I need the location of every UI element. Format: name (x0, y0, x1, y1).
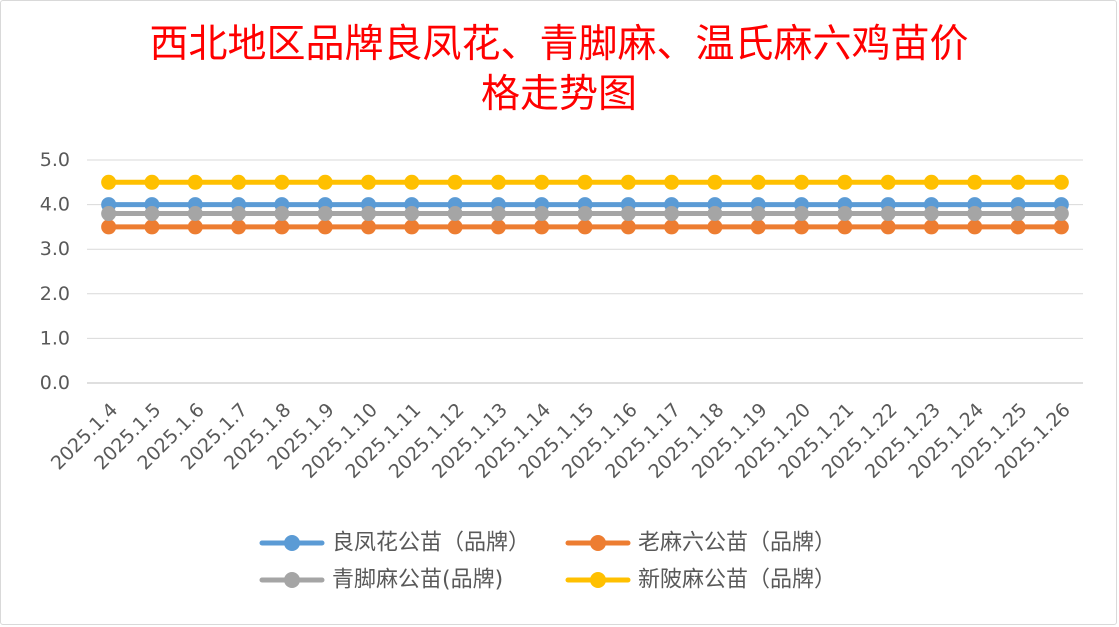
legend-item: 良凤花公苗（品牌） (259, 531, 530, 556)
data-point (274, 219, 290, 235)
data-point (317, 174, 333, 190)
data-point (231, 219, 247, 235)
data-point (750, 219, 766, 235)
data-point (577, 219, 593, 235)
data-point (404, 219, 420, 235)
plot-series (101, 174, 1069, 235)
data-point (620, 219, 636, 235)
data-point (880, 206, 896, 222)
data-point (923, 206, 939, 222)
y-axis: 0.0 1.0 2.0 3.0 4.0 5.0 (40, 149, 70, 394)
data-point (534, 174, 550, 190)
y-tick-label: 5.0 (40, 149, 70, 171)
data-point (360, 206, 376, 222)
data-point (101, 219, 117, 235)
y-tick-label: 4.0 (40, 194, 70, 216)
data-point (1053, 206, 1069, 222)
data-point (534, 219, 550, 235)
legend-item: 新陂麻公苗（品牌） (565, 568, 836, 593)
data-point (577, 206, 593, 222)
data-point (187, 219, 203, 235)
chart-title: 西北地区品牌良凤花、青脚麻、温氏麻六鸡苗价格走势图 (149, 22, 969, 117)
data-point (707, 219, 723, 235)
legend-label: 青脚麻公苗(品牌) (332, 568, 503, 593)
data-point (317, 206, 333, 222)
data-point (750, 206, 766, 222)
data-point (1010, 219, 1026, 235)
legend: 良凤花公苗（品牌） 老麻六公苗（品牌） 青脚麻公苗(品牌) 新陂麻公苗（品牌） (259, 531, 836, 593)
data-point (1053, 174, 1069, 190)
y-tick-label: 2.0 (40, 283, 70, 305)
data-point (880, 174, 896, 190)
data-point (101, 174, 117, 190)
data-point (274, 174, 290, 190)
data-point (620, 206, 636, 222)
data-point (144, 174, 160, 190)
series-line (101, 219, 1069, 235)
data-point (837, 174, 853, 190)
y-tick-label: 3.0 (40, 238, 70, 260)
data-point (664, 219, 680, 235)
data-point (231, 206, 247, 222)
legend-swatch-marker (590, 572, 606, 588)
data-point (490, 219, 506, 235)
data-point (534, 206, 550, 222)
data-point (274, 206, 290, 222)
data-point (490, 174, 506, 190)
data-point (794, 219, 810, 235)
data-point (967, 206, 983, 222)
data-point (360, 219, 376, 235)
data-point (231, 174, 247, 190)
data-point (447, 174, 463, 190)
data-point (837, 219, 853, 235)
data-point (794, 174, 810, 190)
data-point (101, 206, 117, 222)
data-point (664, 174, 680, 190)
data-point (1053, 219, 1069, 235)
data-point (750, 174, 766, 190)
data-point (447, 219, 463, 235)
legend-swatch-marker (590, 535, 606, 551)
legend-item: 青脚麻公苗(品牌) (259, 568, 503, 593)
data-point (317, 219, 333, 235)
legend-swatch-marker (284, 535, 300, 551)
data-point (360, 174, 376, 190)
data-point (794, 206, 810, 222)
data-point (664, 206, 680, 222)
legend-label: 新陂麻公苗（品牌） (638, 568, 836, 593)
data-point (577, 174, 593, 190)
data-point (447, 206, 463, 222)
gridlines (87, 159, 1083, 384)
y-tick-label: 0.0 (40, 372, 70, 394)
data-point (187, 206, 203, 222)
data-point (880, 219, 896, 235)
data-point (144, 219, 160, 235)
data-point (620, 174, 636, 190)
data-point (404, 206, 420, 222)
data-point (837, 206, 853, 222)
legend-item: 老麻六公苗（品牌） (565, 531, 836, 556)
data-point (404, 174, 420, 190)
legend-swatch-marker (284, 572, 300, 588)
data-point (490, 206, 506, 222)
data-point (707, 174, 723, 190)
data-point (187, 174, 203, 190)
data-point (1010, 206, 1026, 222)
data-point (707, 206, 723, 222)
series-line (101, 174, 1069, 190)
y-tick-label: 1.0 (40, 327, 70, 349)
x-axis: 2025.1.42025.1.52025.1.62025.1.72025.1.8… (47, 399, 1075, 483)
legend-label: 良凤花公苗（品牌） (332, 531, 530, 556)
data-point (923, 174, 939, 190)
data-point (1010, 174, 1026, 190)
data-point (967, 219, 983, 235)
data-point (144, 206, 160, 222)
data-point (923, 219, 939, 235)
data-point (967, 174, 983, 190)
legend-label: 老麻六公苗（品牌） (638, 531, 836, 556)
series-line (101, 206, 1069, 222)
